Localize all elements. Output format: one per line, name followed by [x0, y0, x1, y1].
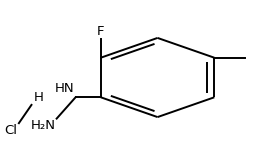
Text: H: H — [34, 91, 43, 104]
Text: HN: HN — [55, 82, 74, 95]
Text: F: F — [97, 25, 104, 38]
Text: H₂N: H₂N — [30, 119, 55, 132]
Text: Cl: Cl — [5, 124, 18, 137]
